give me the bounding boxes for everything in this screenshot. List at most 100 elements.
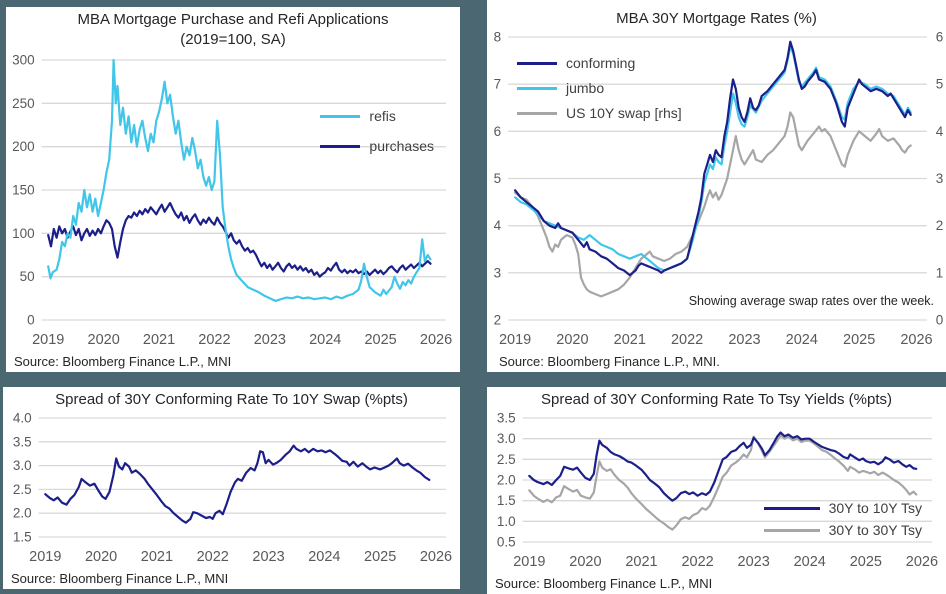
chart-title-line1: MBA Mortgage Purchase and Refi Applicati… — [77, 11, 389, 28]
source-note: Source: Bloomberg Finance L.P., MNI — [11, 571, 229, 586]
panel-spread-tsy-yields: Spread of 30Y Conforming Rate To Tsy Yie… — [487, 387, 946, 594]
legend-line-swatch — [517, 86, 557, 90]
chart-area: 2 3 4 5 6 7 8 0 1 2 3 4 5 6 2019 2020 2021 2022 2023 2024 20… — [487, 31, 946, 352]
series-line-30y-to-30y-tsy — [528, 434, 918, 531]
y-axis-tick: 1.5 — [497, 493, 516, 508]
y-axis-tick: 200 — [12, 139, 35, 154]
source-note: Source: Bloomberg Finance L.P., MNI — [14, 354, 232, 369]
y-axis-tick: 1.0 — [497, 514, 516, 529]
legend-item-jumbo: jumbo — [517, 80, 682, 96]
y-axis-tick: 2.5 — [497, 452, 516, 467]
line-chart-spread-tsy: 0.5 1.0 1.5 2.0 2.5 3.0 3.5 2019 2020 2021 2022 202… — [497, 412, 938, 570]
y-axis-tick: 300 — [12, 54, 35, 68]
x-axis-tick: 2020 — [556, 332, 588, 348]
legend-label: refis — [369, 108, 396, 124]
x-axis-tick: 2022 — [681, 554, 713, 570]
y-axis-tick: 0.5 — [497, 535, 516, 550]
x-axis-tick: 2025 — [364, 549, 396, 565]
chart-area: 1.5 2.0 2.5 3.0 3.5 4.0 2019 2020 2021 2022 2023 20… — [3, 412, 460, 569]
chart-area: 0 50 100 150 200 250 300 2019 2020 2021 2022 2023 20… — [6, 54, 460, 352]
legend-label: US 10Y swap [rhs] — [566, 105, 682, 121]
x-axis-tick: 2025 — [850, 554, 882, 570]
legend: 30Y to 10Y Tsy 30Y to 30Y Tsy — [763, 500, 922, 538]
x-axis-tick: 2021 — [614, 332, 646, 348]
y2-axis-tick: 2 — [936, 218, 944, 233]
line-chart-applications: 0 50 100 150 200 250 300 2019 2020 2021 2022 2023 20… — [12, 54, 452, 348]
x-axis-tick: 2026 — [906, 554, 938, 570]
y-axis-tick: 250 — [12, 96, 35, 111]
frame-bottom-left-border — [0, 387, 3, 594]
legend-label: jumbo — [566, 80, 605, 96]
x-axis-tick: 2019 — [513, 554, 545, 570]
chart-title: MBA Mortgage Purchase and Refi Applicati… — [6, 7, 460, 54]
x-axis-tick: 2023 — [728, 332, 760, 348]
x-axis-tick: 2026 — [420, 332, 452, 348]
y-axis-tick: 3.0 — [497, 431, 516, 446]
legend-line-swatch — [517, 61, 557, 65]
y-axis-tick: 150 — [12, 183, 35, 198]
legend-line-swatch — [517, 111, 557, 115]
x-axis-tick: 2021 — [141, 549, 173, 565]
source-note: Source: Bloomberg Finance L.P., MNI. — [499, 354, 720, 369]
legend-item-purchases: purchases — [320, 138, 434, 154]
frame-vertical-divider — [460, 0, 487, 594]
x-axis-tick: 2025 — [843, 332, 875, 348]
x-axis-tick: 2024 — [794, 554, 826, 570]
y2-axis-tick: 0 — [936, 313, 944, 328]
y-axis-tick: 0 — [27, 313, 35, 328]
legend-item-us-10y-swap-rhs-: US 10Y swap [rhs] — [517, 105, 682, 121]
x-axis-tick: 2023 — [738, 554, 770, 570]
series-line-spread-30y-conforming-to-10y-swap — [44, 444, 431, 524]
x-axis-tick: 2022 — [198, 332, 230, 348]
y2-axis-tick: 6 — [936, 31, 944, 45]
x-axis-tick: 2023 — [252, 549, 284, 565]
legend-label: 30Y to 10Y Tsy — [828, 500, 922, 516]
y2-axis-tick: 3 — [936, 171, 944, 186]
chart-annotation: Showing average swap rates over the week… — [688, 294, 934, 308]
x-axis-tick: 2023 — [254, 332, 286, 348]
x-axis-tick: 2024 — [308, 549, 340, 565]
y-axis-tick: 6 — [494, 124, 502, 139]
panel-mortgage-rates: MBA 30Y Mortgage Rates (%) 2 3 4 5 6 7 8 0 1 2 3 4 5… — [487, 0, 946, 372]
y-axis-tick: 50 — [20, 269, 35, 284]
panel-spread-10y-swap: Spread of 30Y Conforming Rate To 10Y Swa… — [3, 387, 460, 589]
legend-line-swatch — [763, 528, 820, 532]
x-axis-tick: 2021 — [625, 554, 657, 570]
x-axis-tick: 2026 — [420, 549, 452, 565]
legend-label: conforming — [566, 55, 636, 71]
y2-axis-tick: 4 — [936, 124, 944, 139]
x-axis-tick: 2019 — [32, 332, 64, 348]
chart-subtitle: (2019=100, SA) — [180, 30, 286, 48]
y-axis-tick: 8 — [494, 31, 502, 45]
legend-label: purchases — [369, 138, 434, 154]
y-axis-tick: 7 — [494, 77, 502, 92]
legend-line-swatch — [320, 114, 361, 118]
x-axis-tick: 2026 — [900, 332, 932, 348]
legend-label: 30Y to 30Y Tsy — [828, 522, 922, 538]
series-line-30y-to-10y-tsy — [528, 431, 918, 502]
legend: refis purchases — [320, 108, 434, 154]
line-chart-spread-swap: 1.5 2.0 2.5 3.0 3.5 4.0 2019 2020 2021 2022 2023 20… — [13, 412, 452, 565]
y2-axis-tick: 5 — [936, 77, 944, 92]
series-line-purchases — [47, 201, 432, 278]
source-note: Source: Bloomberg Finance L.P., MNI — [495, 576, 713, 591]
y-axis-tick: 1.5 — [13, 530, 32, 545]
series-line-us-10y-swap-rhs- — [514, 111, 912, 298]
chart-title: Spread of 30Y Conforming Rate To 10Y Swa… — [55, 391, 408, 408]
frame-horizontal-divider — [0, 372, 946, 387]
legend-item-30y-to-30y-tsy: 30Y to 30Y Tsy — [763, 522, 922, 538]
y-axis-tick: 3.5 — [497, 412, 516, 426]
y-axis-tick: 2.5 — [13, 482, 32, 497]
x-axis-tick: 2025 — [364, 332, 396, 348]
legend-item-30y-to-10y-tsy: 30Y to 10Y Tsy — [763, 500, 922, 516]
y-axis-tick: 3.5 — [13, 434, 32, 449]
x-axis-tick: 2019 — [499, 332, 531, 348]
y-axis-tick: 3 — [494, 265, 502, 280]
chart-title: Spread of 30Y Conforming Rate To Tsy Yie… — [540, 391, 893, 408]
x-axis-tick: 2022 — [671, 332, 703, 348]
frame-bottom-border — [0, 589, 460, 594]
chart-title: MBA 30Y Mortgage Rates (%) — [616, 10, 817, 27]
y2-axis-tick: 1 — [936, 265, 944, 280]
line-chart-mortgage-rates: 2 3 4 5 6 7 8 0 1 2 3 4 5 6 2019 2020 2021 2022 2023 2024 20… — [494, 31, 944, 348]
